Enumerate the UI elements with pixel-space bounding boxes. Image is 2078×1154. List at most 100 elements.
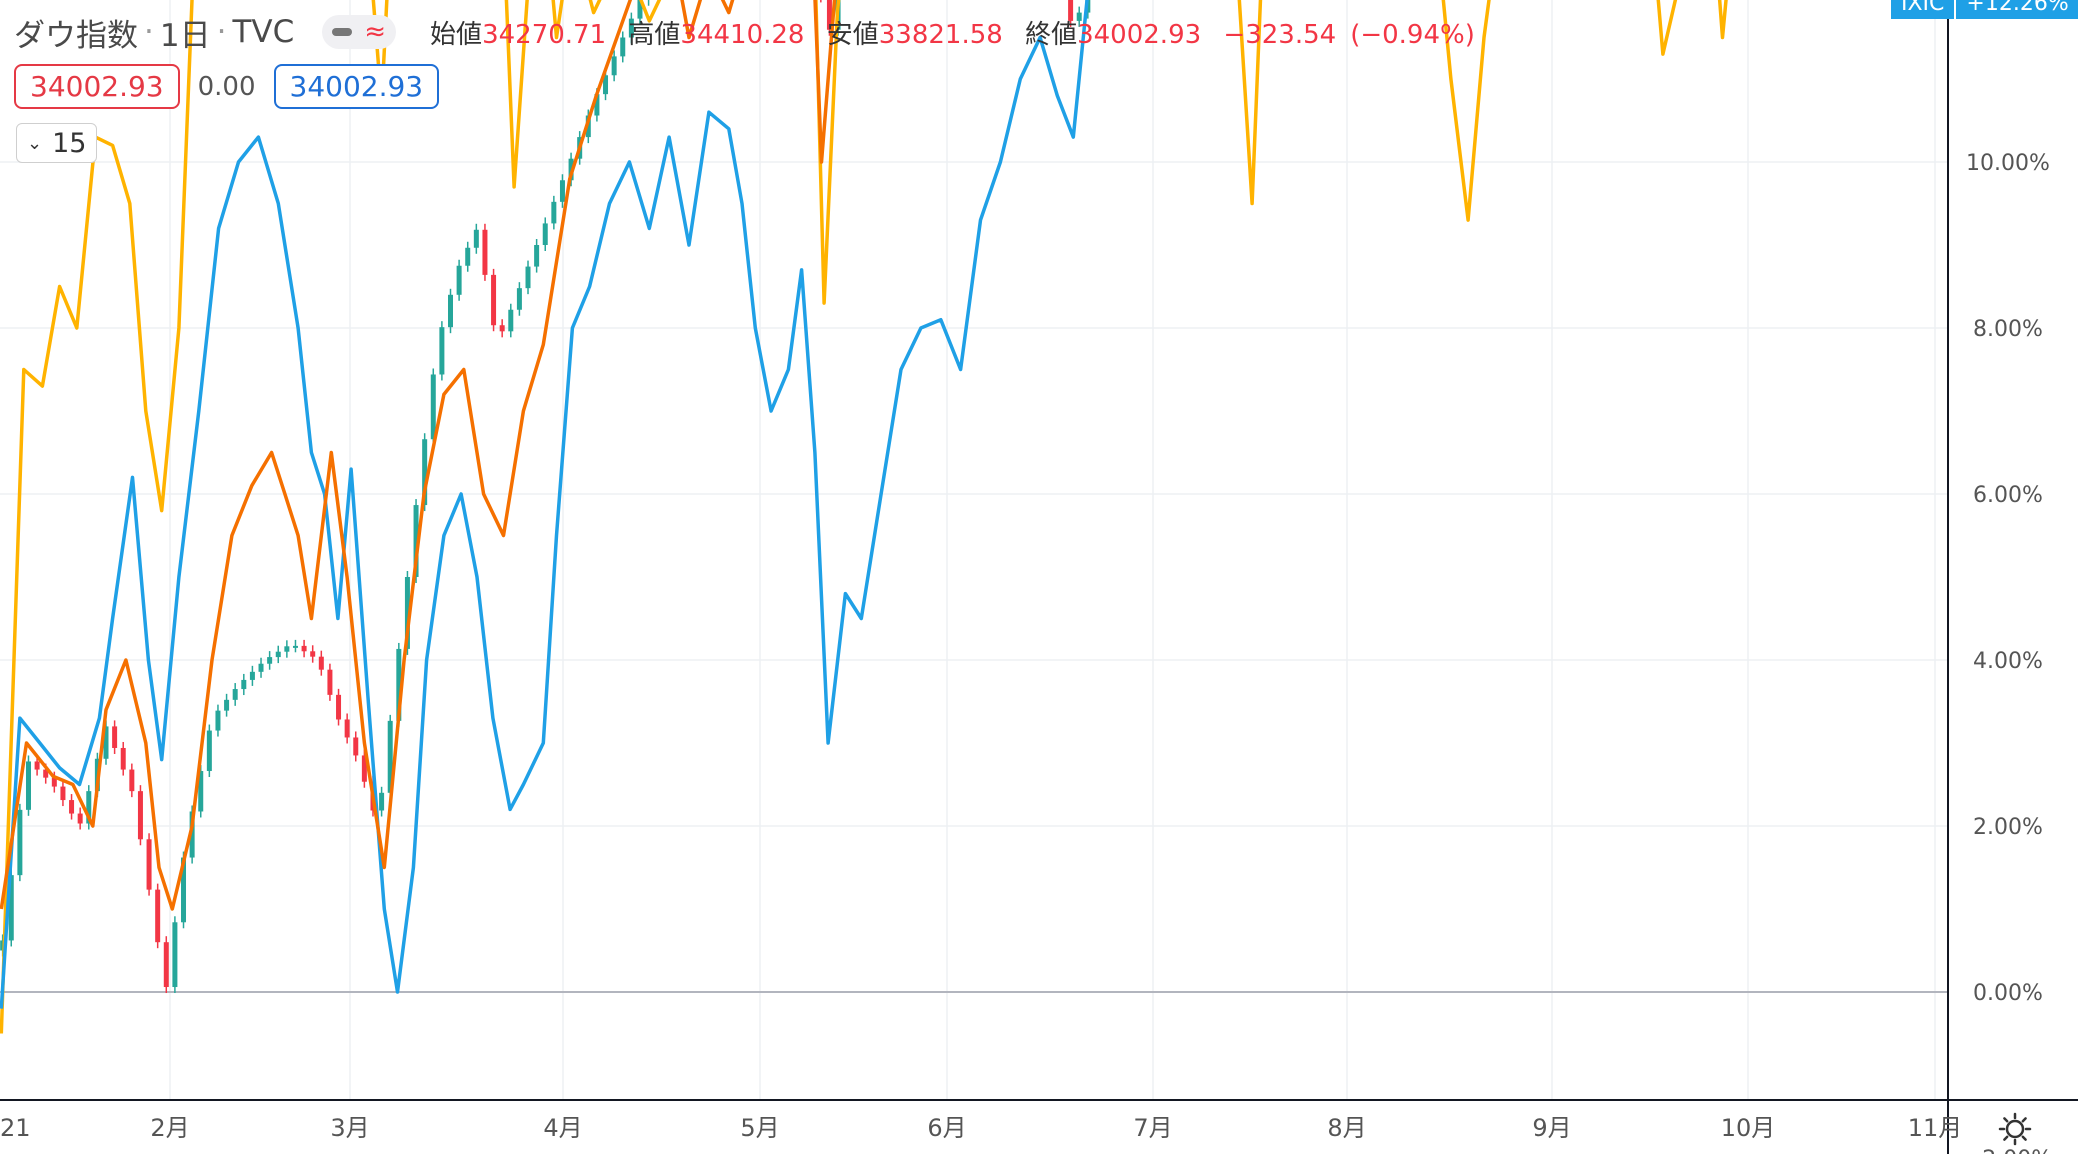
dji-candle [422, 439, 428, 506]
dji-candle [112, 726, 118, 748]
x-tick-label: 11月 [1908, 1114, 1963, 1142]
line-ixic [0, 0, 1089, 1009]
dji-candle [439, 327, 445, 375]
dji-candle [404, 577, 410, 649]
dji-candle [456, 265, 462, 295]
ohlc-readout: 始値34270.71 高値34410.28 安値33821.58 終値34002… [430, 14, 1489, 51]
dji-candle [17, 809, 23, 876]
dji-candle [534, 245, 540, 267]
dji-candle [327, 669, 333, 695]
x-tick-label: 21 [0, 1114, 31, 1142]
dji-candle [516, 288, 522, 310]
dji-candle [163, 942, 169, 988]
dji-candle [292, 645, 298, 648]
settings-gear-icon[interactable] [1998, 1112, 2032, 1146]
dji-candle [60, 786, 66, 801]
dji-candle [146, 839, 152, 890]
dji-candle [301, 645, 307, 652]
dji-candle [86, 791, 92, 824]
dji-candle [232, 689, 238, 700]
x-tick-label: 10月 [1721, 1114, 1776, 1142]
approx-icon[interactable]: ≈ [364, 17, 387, 47]
dji-candle [1076, 12, 1082, 21]
dji-candle [413, 505, 419, 577]
minus-icon[interactable] [332, 28, 353, 36]
change-pct: (−0.94%) [1350, 19, 1475, 50]
dji-candle [396, 648, 402, 721]
dji-candle [611, 56, 617, 76]
chevron-down-icon: ⌄ [27, 132, 43, 154]
dji-candle [181, 857, 187, 923]
dji-candle [318, 656, 324, 670]
y-tick-label: 2.00% [1973, 815, 2043, 840]
dji-candle [249, 671, 255, 680]
dji-candle [508, 309, 514, 332]
y-tick-label: 4.00% [1973, 649, 2043, 674]
x-tick-label: 2月 [150, 1114, 189, 1142]
dji-candle [361, 755, 367, 782]
interval-label[interactable]: 1日 [159, 17, 211, 54]
y-tick-label: 6.00% [1973, 483, 2043, 508]
x-tick-label: 3月 [330, 1114, 369, 1142]
dji-candle [284, 646, 290, 652]
symbol-name[interactable]: ダウ指数 [14, 17, 138, 54]
dji-candle [344, 719, 350, 738]
indicator-collapse-button[interactable]: ⌄ 15 [16, 123, 98, 163]
sell-price-box[interactable]: 34002.93 [14, 64, 180, 109]
dji-candle [628, 18, 634, 38]
dji-candle [603, 75, 609, 95]
close-label: 終値 [1025, 19, 1078, 50]
price-boxes: 34002.93 0.00 34002.93 [14, 64, 440, 109]
dji-candle [310, 651, 316, 657]
x-tick-label: 9月 [1532, 1114, 1571, 1142]
line-style-toggle[interactable]: ≈ [322, 15, 397, 49]
dji-candle [525, 266, 531, 289]
buy-price-box[interactable]: 34002.93 [273, 64, 440, 109]
dji-candle [137, 791, 143, 840]
x-tick-label: 5月 [740, 1114, 779, 1142]
dji-candle [336, 694, 342, 720]
low-label: 安値 [826, 19, 879, 50]
series-label-ixic: IXIC +12.26% [1891, 0, 2078, 20]
dji-candle [1068, 0, 1074, 21]
dji-candle [387, 720, 393, 793]
dji-candle [34, 761, 40, 770]
dji-candle [172, 922, 178, 988]
dji-candle [826, 0, 832, 30]
dji-candle [448, 294, 453, 328]
dji-candle [620, 37, 626, 57]
dji-candle [51, 777, 57, 787]
y-tick-label: 10.00% [1966, 151, 2050, 176]
series-label-name: IXIC [1891, 0, 1955, 20]
dji-candle [241, 679, 247, 690]
dji-candle [465, 247, 471, 266]
y-tick-label: 8.00% [1973, 317, 2043, 342]
dji-candle [77, 813, 83, 824]
line-us2000usd [0, 0, 1728, 1034]
dji-candle [120, 747, 126, 770]
dji-candle [379, 792, 385, 811]
high-value: 34410.28 [680, 19, 805, 50]
x-tick-label: 8月 [1327, 1114, 1366, 1142]
dji-candle [559, 180, 565, 202]
chart-grid [0, 0, 1948, 1100]
dji-candle [198, 771, 204, 812]
dji-candle [69, 800, 75, 814]
dji-candle [25, 761, 31, 810]
chart-header: ダウ指数 · 1日 · TVC ≈ 始値34270.71 高値34410.28 … [14, 10, 1489, 54]
change-value: −323.54 [1223, 19, 1337, 50]
dji-candle [43, 769, 49, 778]
x-tick-label: 4月 [543, 1114, 582, 1142]
dji-candle [206, 730, 212, 772]
dji-candle [482, 229, 488, 275]
dji-candle [189, 811, 195, 858]
high-label: 高値 [628, 19, 681, 50]
dji-candle [155, 889, 161, 943]
line-spx [0, 0, 837, 911]
dji-candle [215, 710, 221, 731]
dji-candle [224, 699, 230, 711]
series-label-value: +12.26% [1956, 0, 2078, 20]
x-tick-label: 7月 [1133, 1114, 1172, 1142]
